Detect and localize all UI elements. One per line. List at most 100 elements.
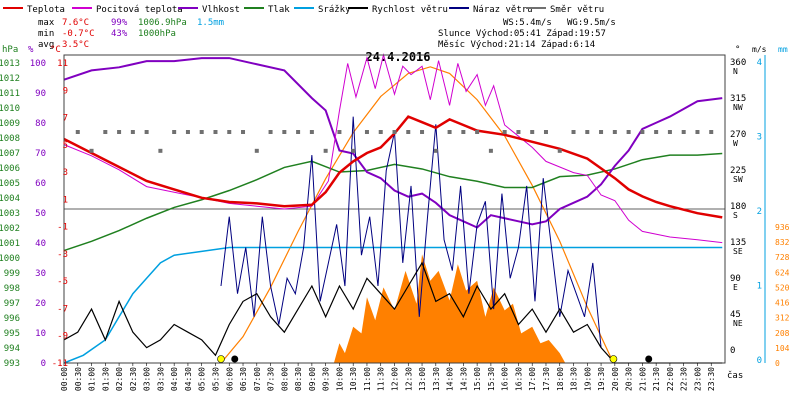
stats-max-temp: 7.6°C	[62, 18, 89, 28]
hpa-axis-tick: 1007	[0, 149, 20, 159]
celsius-axis-tick: 9	[63, 86, 68, 96]
direction-point	[89, 148, 94, 153]
x-tick-label: 16:30	[514, 367, 523, 391]
legend-label-feels_like: Pocitová teplota	[96, 5, 183, 15]
x-tick-label: 18:00	[556, 367, 565, 391]
percent-axis-tick: 80	[35, 119, 46, 129]
x-tick-label: 07:00	[253, 367, 262, 391]
stats-min-temp: -0.7°C	[62, 29, 95, 39]
direction-point	[640, 130, 645, 134]
series-humidity	[63, 57, 723, 229]
direction-point	[488, 148, 493, 153]
legend-label-gust: Náraz větru	[473, 5, 533, 15]
x-tick-label: 20:00	[611, 367, 620, 391]
sun-axis-tick: 520	[775, 283, 790, 292]
sunset-marker	[609, 355, 618, 363]
direction-point	[612, 130, 617, 134]
direction-axis-name: S	[733, 211, 738, 220]
direction-point	[117, 130, 122, 134]
x-tick-label: 08:30	[294, 367, 303, 391]
direction-axis-tick: 135	[730, 238, 746, 248]
direction-axis-tick: 270	[730, 130, 746, 140]
hpa-axis-tick: 1011	[0, 89, 20, 99]
direction-axis-tick: 45	[730, 310, 741, 320]
celsius-axis-tick: 7	[63, 114, 68, 124]
legend-label-humidity: Vlhkost	[202, 5, 240, 15]
wind-axis-tick: 1	[757, 282, 762, 292]
direction-axis-name: W	[733, 139, 738, 148]
direction-point	[516, 130, 521, 134]
hpa-axis-tick: 1013	[0, 59, 20, 69]
x-tick-label: 09:00	[308, 367, 317, 391]
direction-axis-name: NE	[733, 319, 743, 328]
wind-axis-tick: 4	[757, 58, 762, 68]
direction-point	[282, 130, 287, 134]
celsius-axis-unit: °C	[50, 45, 61, 55]
x-tick-label: 12:30	[404, 367, 413, 391]
direction-point	[709, 130, 714, 134]
sun-axis-tick: 936	[775, 223, 790, 232]
celsius-axis-tick: 5	[63, 141, 68, 151]
hpa-axis-unit: hPa	[2, 45, 18, 55]
direction-point	[392, 130, 397, 134]
sun-axis-tick: 104	[775, 344, 790, 353]
direction-point	[130, 130, 135, 134]
legend-label-wind: Rychlost větru	[372, 5, 448, 15]
hpa-axis-tick: 994	[4, 344, 20, 354]
wind-axis-tick: 2	[757, 207, 762, 217]
celsius-axis-tick: -5	[57, 277, 68, 287]
x-tick-label: 10:30	[349, 367, 358, 391]
x-tick-label: 23:00	[693, 367, 702, 391]
direction-point	[213, 130, 218, 134]
direction-point	[75, 130, 80, 134]
direction-point	[254, 148, 259, 153]
hpa-axis-tick: 996	[4, 314, 20, 324]
stats-wg: WG:9.5m/s	[567, 18, 616, 28]
series-wind	[63, 261, 723, 364]
direction-point	[447, 130, 452, 134]
direction-point	[351, 148, 356, 153]
direction-point	[199, 130, 204, 134]
x-tick-label: 03:00	[143, 367, 152, 391]
sun-axis-tick: 312	[775, 314, 790, 323]
moonset-marker	[231, 355, 239, 363]
stats-sun-times: Slunce Východ:05:41 Západ:19:57	[438, 29, 606, 39]
direction-point	[185, 130, 190, 134]
direction-point	[502, 130, 507, 134]
x-tick-label: 19:00	[583, 367, 592, 391]
celsius-axis-tick: 3	[63, 168, 68, 178]
direction-point	[667, 130, 672, 134]
direction-axis-tick: 0	[730, 346, 735, 356]
x-tick-label: 04:30	[184, 367, 193, 391]
percent-axis-tick: 50	[35, 209, 46, 219]
hpa-axis-tick: 997	[4, 299, 20, 309]
celsius-axis-tick: -1	[57, 223, 68, 233]
direction-axis-tick: 225	[730, 166, 746, 176]
x-tick-label: 13:30	[432, 367, 441, 391]
stats-max-press: 1006.9hPa	[138, 18, 187, 28]
x-tick-label: 20:30	[625, 367, 634, 391]
direction-point	[571, 130, 576, 134]
stats-min-label: min	[38, 29, 54, 39]
x-tick-label: 02:30	[129, 367, 138, 391]
stats-avg-temp: 3.5°C	[62, 40, 89, 50]
x-tick-label: 00:00	[60, 367, 69, 391]
legend-label-direction: Směr větru	[550, 5, 604, 15]
stats-avg-label: avg	[38, 40, 54, 50]
hpa-axis-tick: 1005	[0, 179, 20, 189]
hpa-axis-tick: 1000	[0, 254, 20, 264]
x-tick-label: 19:30	[597, 367, 606, 391]
x-tick-label: 23:30	[707, 367, 716, 391]
x-tick-label: 13:00	[418, 367, 427, 391]
x-tick-label: 04:00	[170, 367, 179, 391]
direction-axis-tick: 315	[730, 94, 746, 104]
x-tick-label: 01:00	[88, 367, 97, 391]
series-rain	[63, 246, 723, 364]
direction-point	[433, 148, 438, 153]
hpa-axis-tick: 1010	[0, 104, 20, 114]
stats-panel: max 7.6°C 99% 1006.9hPa 1.5mm min -0.7°C…	[38, 18, 616, 50]
direction-point	[268, 130, 273, 134]
percent-axis-tick: 70	[35, 149, 46, 159]
direction-axis-tick: 180	[730, 202, 746, 212]
